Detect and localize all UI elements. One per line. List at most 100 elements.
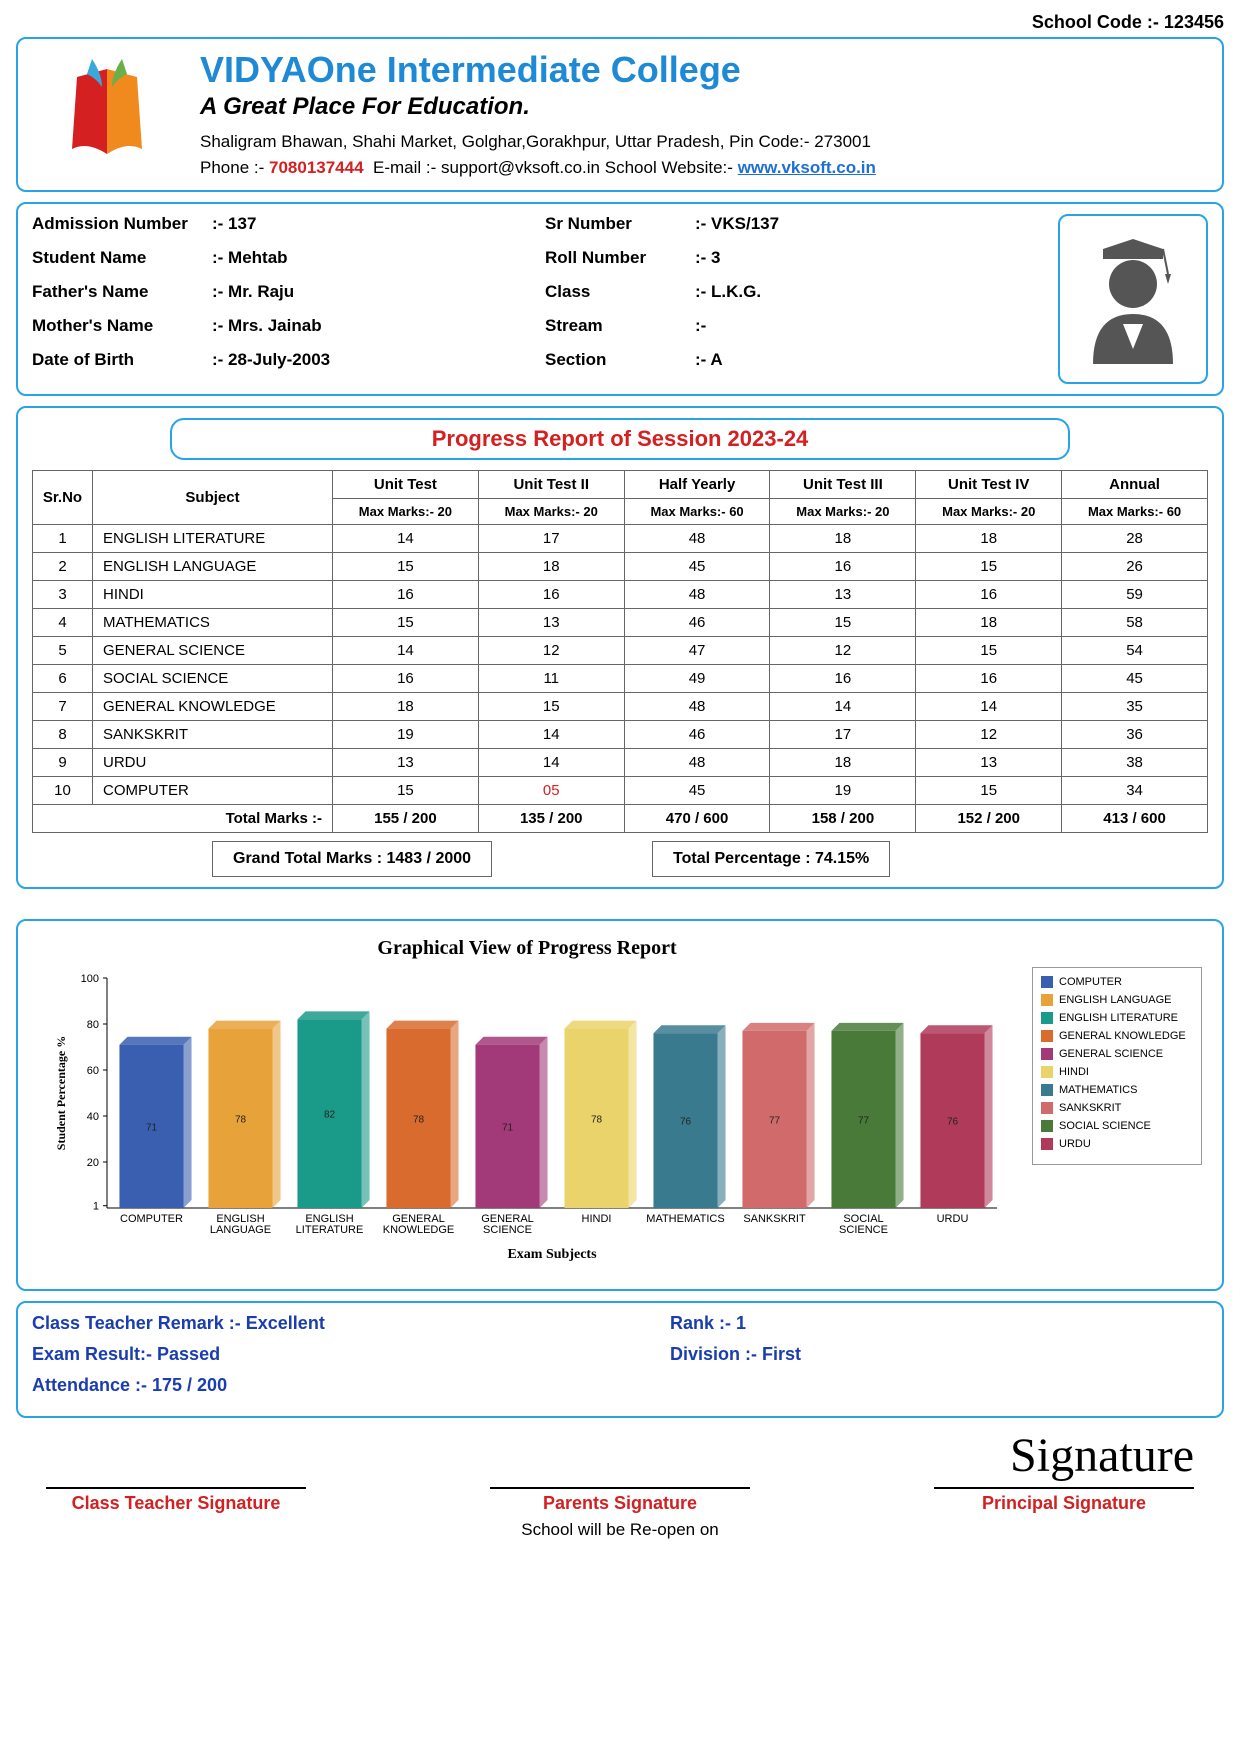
bar-chart: 120406080100Student Percentage %71COMPUT…: [38, 968, 1016, 1268]
svg-text:78: 78: [235, 1114, 247, 1125]
chart-legend: COMPUTERENGLISH LANGUAGEENGLISH LITERATU…: [1032, 967, 1202, 1165]
totals-row: Total Marks :-155 / 200135 / 200470 / 60…: [33, 805, 1208, 833]
school-contact-line: Phone :- 7080137444 E-mail :- support@vk…: [200, 155, 1208, 181]
student-field: Stream:-: [545, 316, 1058, 336]
svg-text:60: 60: [87, 1065, 99, 1077]
svg-text:GENERALKNOWLEDGE: GENERALKNOWLEDGE: [383, 1213, 455, 1236]
student-field: Father's Name:- Mr. Raju: [32, 282, 545, 302]
field-label: Date of Birth: [32, 350, 212, 370]
svg-text:78: 78: [591, 1114, 603, 1125]
svg-text:82: 82: [324, 1110, 336, 1121]
remark-line: Class Teacher Remark :- Excellent: [32, 1313, 570, 1334]
student-field: Roll Number:- 3: [545, 248, 1058, 268]
field-label: Class: [545, 282, 695, 302]
svg-text:HINDI: HINDI: [582, 1213, 612, 1225]
field-label: Roll Number: [545, 248, 695, 268]
legend-item: GENERAL KNOWLEDGE: [1041, 1030, 1193, 1042]
grand-total: Grand Total Marks : 1483 / 2000: [212, 841, 492, 877]
svg-text:COMPUTER: COMPUTER: [120, 1213, 183, 1225]
field-label: Sr Number: [545, 214, 695, 234]
table-row: 7GENERAL KNOWLEDGE181548141435: [33, 693, 1208, 721]
school-logo: [32, 49, 182, 169]
table-row: 3HINDI161648131659: [33, 581, 1208, 609]
svg-text:76: 76: [680, 1117, 692, 1128]
total-percentage: Total Percentage : 74.15%: [652, 841, 890, 877]
legend-item: HINDI: [1041, 1066, 1193, 1078]
website-link[interactable]: www.vksoft.co.in: [738, 158, 876, 177]
student-info-box: Admission Number:- 137Student Name:- Meh…: [16, 202, 1224, 396]
reopen-footer: School will be Re-open on: [16, 1520, 1224, 1540]
svg-text:SANKSKRIT: SANKSKRIT: [743, 1213, 806, 1225]
field-label: Student Name: [32, 248, 212, 268]
legend-item: GENERAL SCIENCE: [1041, 1048, 1193, 1060]
student-field: Student Name:- Mehtab: [32, 248, 545, 268]
report-title: Progress Report of Session 2023-24: [170, 418, 1071, 460]
website-label: School Website:-: [605, 158, 733, 177]
field-value: :- VKS/137: [695, 214, 779, 234]
legend-item: MATHEMATICS: [1041, 1084, 1193, 1096]
legend-item: SOCIAL SCIENCE: [1041, 1120, 1193, 1132]
legend-item: URDU: [1041, 1138, 1193, 1150]
field-value: :- 28-July-2003: [212, 350, 330, 370]
school-tagline: A Great Place For Education.: [200, 93, 1208, 121]
school-code-label: School Code :-: [1032, 12, 1159, 32]
field-label: Mother's Name: [32, 316, 212, 336]
table-row: 5GENERAL SCIENCE141247121554: [33, 637, 1208, 665]
svg-text:40: 40: [87, 1111, 99, 1123]
marks-table: Sr.NoSubjectUnit TestUnit Test IIHalf Ye…: [32, 470, 1208, 833]
table-row: 10COMPUTER150545191534: [33, 777, 1208, 805]
table-row: 4MATHEMATICS151346151858: [33, 609, 1208, 637]
field-label: Stream: [545, 316, 695, 336]
principal-signature-label: Principal Signature: [934, 1487, 1194, 1514]
student-field: Mother's Name:- Mrs. Jainab: [32, 316, 545, 336]
field-value: :- A: [695, 350, 723, 370]
legend-item: SANKSKRIT: [1041, 1102, 1193, 1114]
email-label: E-mail :-: [373, 158, 436, 177]
svg-text:Student Percentage %: Student Percentage %: [54, 1036, 68, 1150]
svg-text:71: 71: [146, 1122, 158, 1133]
signature-script-row: Signature: [16, 1428, 1224, 1483]
svg-text:20: 20: [87, 1157, 99, 1169]
remark-line: Exam Result:- Passed: [32, 1344, 570, 1365]
remark-line: Rank :- 1: [670, 1313, 1208, 1334]
field-value: :- 137: [212, 214, 256, 234]
student-field: Class:- L.K.G.: [545, 282, 1058, 302]
school-code-line: School Code :- 123456: [16, 12, 1224, 33]
teacher-signature-label: Class Teacher Signature: [46, 1487, 306, 1514]
chart-title: Graphical View of Progress Report: [38, 937, 1016, 960]
field-label: Section: [545, 350, 695, 370]
field-value: :- L.K.G.: [695, 282, 761, 302]
phone-label: Phone :-: [200, 158, 264, 177]
legend-item: ENGLISH LANGUAGE: [1041, 994, 1193, 1006]
student-field: Section:- A: [545, 350, 1058, 370]
progress-report-box: Progress Report of Session 2023-24 Sr.No…: [16, 406, 1224, 889]
remark-line: Division :- First: [670, 1344, 1208, 1365]
svg-text:ENGLISHLITERATURE: ENGLISHLITERATURE: [296, 1213, 364, 1236]
svg-text:80: 80: [87, 1019, 99, 1031]
svg-text:URDU: URDU: [937, 1213, 969, 1225]
phone-number: 7080137444: [269, 158, 364, 177]
legend-item: COMPUTER: [1041, 976, 1193, 988]
table-row: 9URDU131448181338: [33, 749, 1208, 777]
svg-text:MATHEMATICS: MATHEMATICS: [646, 1213, 724, 1225]
student-field: Admission Number:- 137: [32, 214, 545, 234]
remark-line: Attendance :- 175 / 200: [32, 1375, 570, 1396]
svg-text:78: 78: [413, 1114, 425, 1125]
field-value: :- Mehtab: [212, 248, 288, 268]
header-box: VIDYAOne Intermediate College A Great Pl…: [16, 37, 1224, 192]
parents-signature-label: Parents Signature: [490, 1487, 750, 1514]
email: support@vksoft.co.in: [441, 158, 600, 177]
field-value: :- Mr. Raju: [212, 282, 294, 302]
remarks-box: Class Teacher Remark :- Excellent Exam Re…: [16, 1301, 1224, 1418]
student-photo: [1058, 214, 1208, 384]
school-name: VIDYAOne Intermediate College: [200, 49, 1208, 91]
table-row: 1ENGLISH LITERATURE141748181828: [33, 525, 1208, 553]
field-label: Father's Name: [32, 282, 212, 302]
student-field: Sr Number:- VKS/137: [545, 214, 1058, 234]
svg-text:ENGLISHLANGUAGE: ENGLISHLANGUAGE: [210, 1213, 271, 1236]
student-field: Date of Birth:- 28-July-2003: [32, 350, 545, 370]
svg-text:SOCIALSCIENCE: SOCIALSCIENCE: [839, 1213, 888, 1236]
svg-text:71: 71: [502, 1122, 514, 1133]
table-row: 8SANKSKRIT191446171236: [33, 721, 1208, 749]
field-label: Admission Number: [32, 214, 212, 234]
